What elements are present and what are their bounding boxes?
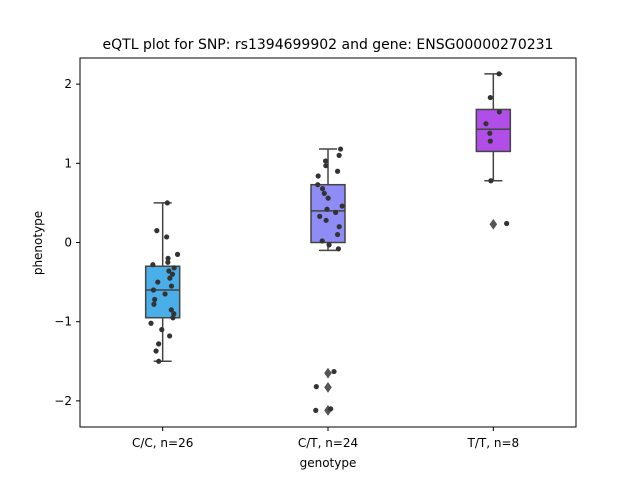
outlier-marker (324, 367, 332, 379)
data-point (156, 341, 162, 347)
data-point (322, 158, 329, 164)
data-point (166, 268, 172, 274)
data-point (488, 178, 494, 184)
data-point (152, 296, 158, 303)
data-point (164, 234, 170, 240)
data-point (315, 173, 321, 179)
x-tick-label: T/T, n=8 (467, 436, 520, 450)
data-point (159, 327, 165, 333)
data-point (150, 262, 156, 268)
data-point (334, 168, 341, 174)
data-point (323, 217, 329, 223)
outlier-marker (324, 382, 332, 393)
box-group-0 (144, 200, 181, 364)
data-point (483, 121, 489, 127)
data-point (496, 71, 502, 77)
data-point (325, 195, 331, 201)
data-point (155, 279, 161, 285)
data-point (335, 246, 341, 252)
box-group-1 (310, 146, 346, 416)
data-point (148, 320, 154, 326)
data-point (317, 213, 323, 219)
data-point (326, 242, 332, 248)
x-tick-label: C/T, n=24 (298, 436, 358, 450)
data-point (171, 311, 177, 317)
data-point (333, 209, 339, 216)
data-point (168, 307, 174, 313)
chart-title: eQTL plot for SNP: rs1394699902 and gene… (103, 37, 554, 53)
data-point (167, 275, 173, 281)
x-tick-label: C/C, n=26 (132, 436, 193, 450)
data-point (171, 265, 177, 271)
data-point (319, 186, 326, 192)
box (475, 108, 512, 153)
data-point (174, 251, 181, 257)
data-point (170, 315, 176, 321)
box-group-2 (475, 71, 512, 230)
data-point (151, 301, 157, 307)
data-point (323, 163, 329, 169)
data-point (315, 182, 321, 188)
data-point (167, 333, 173, 339)
data-point (319, 238, 325, 244)
data-point (337, 146, 344, 152)
y-tick-label: −2 (54, 394, 72, 408)
data-point (487, 94, 493, 101)
data-point (313, 384, 319, 390)
y-tick-label: 2 (64, 77, 72, 91)
y-tick-label: 0 (64, 236, 72, 250)
data-point (156, 358, 162, 364)
data-point (154, 228, 160, 234)
data-point (324, 206, 330, 212)
data-point (168, 283, 175, 289)
data-point (339, 203, 345, 209)
data-point (169, 271, 176, 277)
outlier-marker (489, 218, 498, 230)
data-point (331, 368, 337, 375)
data-point (153, 348, 159, 354)
data-point (321, 190, 327, 197)
y-tick-label: −1 (54, 315, 72, 329)
data-point (162, 291, 168, 297)
data-point (487, 130, 493, 136)
data-point (328, 406, 334, 412)
y-tick-label: 1 (64, 156, 72, 170)
data-point (336, 224, 342, 230)
data-point (165, 255, 171, 261)
data-point (165, 259, 171, 265)
data-point (487, 138, 493, 144)
x-axis-label: genotype (300, 456, 357, 470)
data-point (150, 287, 157, 293)
y-axis-label: phenotype (31, 211, 45, 275)
data-point (164, 200, 170, 206)
data-point (496, 109, 502, 115)
data-point (334, 231, 341, 238)
data-point (336, 152, 342, 158)
plot-area (144, 71, 512, 416)
data-point (313, 407, 319, 413)
data-point (504, 220, 510, 227)
